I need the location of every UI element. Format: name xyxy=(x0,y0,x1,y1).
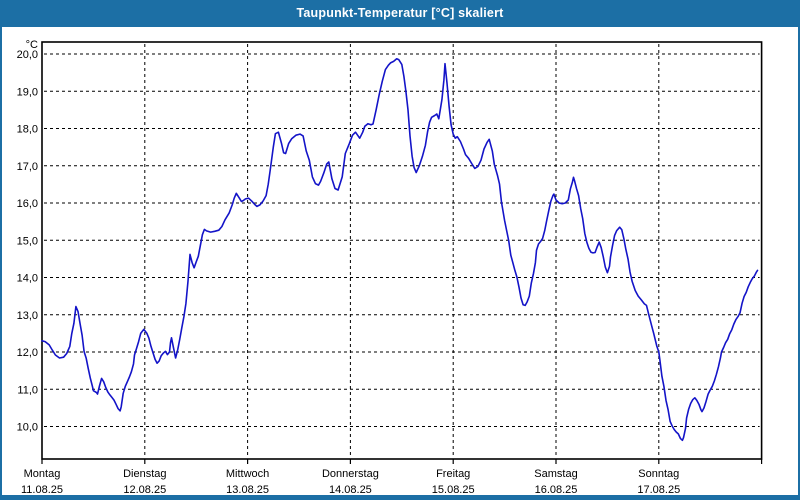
svg-text:13,0: 13,0 xyxy=(17,310,38,322)
svg-text:Montag: Montag xyxy=(24,468,61,480)
svg-text:16,0: 16,0 xyxy=(17,198,38,210)
series-line-taupunkt-temperatur xyxy=(41,57,759,442)
svg-text:14.08.25: 14.08.25 xyxy=(329,484,372,495)
y-gridlines xyxy=(44,53,760,427)
svg-text:15,0: 15,0 xyxy=(17,235,38,247)
svg-text:Dienstag: Dienstag xyxy=(123,468,166,480)
svg-text:11.08.25: 11.08.25 xyxy=(21,484,63,495)
x-gridlines xyxy=(144,44,660,457)
svg-text:°C: °C xyxy=(26,39,38,51)
x-axis-ticks xyxy=(41,459,763,464)
svg-text:17,0: 17,0 xyxy=(17,161,38,173)
svg-text:10,0: 10,0 xyxy=(17,422,38,434)
svg-text:Freitag: Freitag xyxy=(436,468,470,480)
svg-text:12,0: 12,0 xyxy=(17,347,38,359)
y-axis-labels: °C 10,0 11,0 12,0 13,0 14,0 15,0 16,0 17,0 18,0 19… xyxy=(17,39,38,434)
svg-text:14,0: 14,0 xyxy=(17,273,38,285)
svg-text:Mittwoch: Mittwoch xyxy=(226,468,269,480)
plot-border xyxy=(41,41,763,460)
svg-text:18,0: 18,0 xyxy=(17,124,38,136)
svg-text:Sonntag: Sonntag xyxy=(638,468,679,480)
svg-text:13.08.25: 13.08.25 xyxy=(226,484,269,495)
window-title: Taupunkt-Temperatur [°C] skaliert xyxy=(296,6,504,20)
chart-canvas: °C 10,0 11,0 12,0 13,0 14,0 15,0 16,0 17,0 18,0 19… xyxy=(17,39,763,495)
svg-text:16.08.25: 16.08.25 xyxy=(535,484,578,495)
svg-text:19,0: 19,0 xyxy=(17,86,38,98)
window-titlebar: Taupunkt-Temperatur [°C] skaliert xyxy=(2,0,798,27)
svg-text:17.08.25: 17.08.25 xyxy=(637,484,680,495)
svg-text:12.08.25: 12.08.25 xyxy=(123,484,166,495)
x-axis-labels: Montag 11.08.25 Dienstag 12.08.25 Mittwoch 13… xyxy=(21,468,680,495)
svg-text:Donnerstag: Donnerstag xyxy=(322,468,379,480)
svg-text:Samstag: Samstag xyxy=(534,468,577,480)
svg-text:20,0: 20,0 xyxy=(17,49,38,61)
svg-text:11,0: 11,0 xyxy=(17,384,38,396)
svg-text:15.08.25: 15.08.25 xyxy=(432,484,475,495)
